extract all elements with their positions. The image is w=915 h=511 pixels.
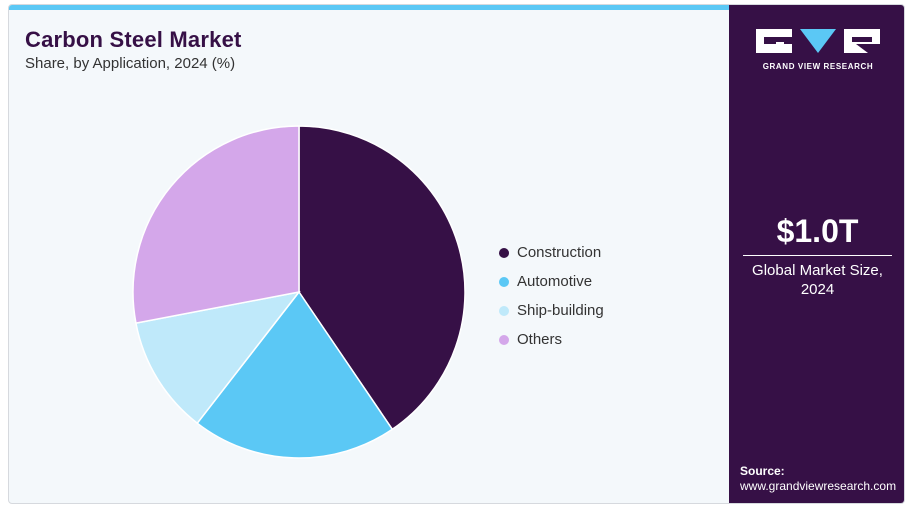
top-accent-bar [9, 5, 729, 10]
market-size-label-line2: 2024 [800, 281, 835, 298]
legend-dot-construction [499, 247, 509, 258]
pie-slice-construction [298, 125, 466, 431]
legend-item-others: Others [499, 325, 604, 354]
legend-item-automotive: Automotive [499, 267, 604, 296]
legend-item-construction: Construction [499, 238, 604, 267]
legend-label-automotive: Automotive [517, 273, 593, 290]
source-label: Source: [740, 464, 785, 478]
legend-dot-others [499, 334, 509, 345]
gvr-logo-icon [756, 29, 880, 53]
logo-text: GRAND VIEW RESEARCH [762, 62, 874, 71]
chart-card: Carbon Steel Market Share, by Applicatio… [8, 4, 905, 504]
pie-slice-ship-building [135, 290, 301, 425]
pie-slice-others [132, 125, 300, 324]
pie-chart [132, 125, 466, 459]
market-size-label: Global Market Size, 2024 [729, 261, 904, 299]
chart-title: Carbon Steel Market [25, 27, 242, 52]
side-panel: GRAND VIEW RESEARCH $1.0T Global Market … [729, 5, 904, 503]
legend-item-ship-building: Ship-building [499, 296, 604, 325]
chart-legend: Construction Automotive Ship-building Other… [499, 238, 604, 354]
market-size-value: $1.0T [776, 213, 859, 249]
market-size-label-line1: Global Market Size, [752, 262, 883, 279]
legend-label-ship-building: Ship-building [517, 302, 604, 319]
divider [743, 255, 892, 256]
gvr-logo: GRAND VIEW RESEARCH [756, 29, 880, 74]
legend-label-others: Others [517, 331, 563, 348]
legend-dot-automotive [499, 276, 509, 287]
source-url[interactable]: www.grandviewresearch.com [740, 479, 897, 493]
legend-label-construction: Construction [517, 244, 602, 261]
legend-dot-ship-building [499, 305, 509, 316]
pie-slice-automotive [196, 290, 394, 459]
chart-subtitle: Share, by Application, 2024 (%) [25, 55, 236, 72]
